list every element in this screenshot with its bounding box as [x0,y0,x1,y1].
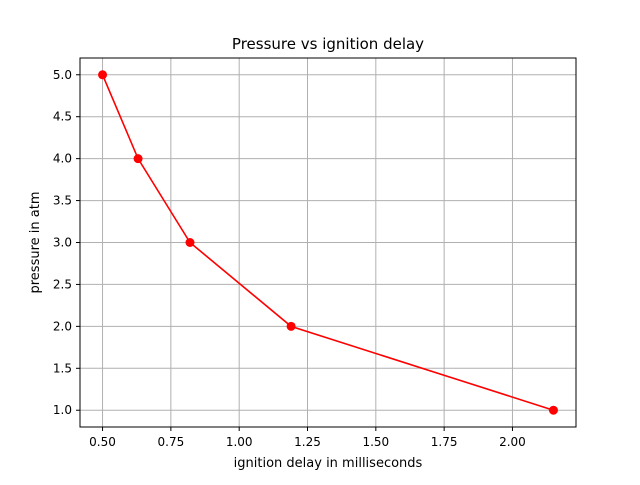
y-tick-label: 1.0 [53,403,72,417]
x-tick-label: 1.00 [226,435,253,449]
data-point [98,70,108,80]
grid [80,58,576,427]
y-tick-label: 4.5 [53,110,72,124]
data-point [185,238,195,247]
x-tick-label: 1.25 [294,435,321,449]
data-point [133,154,143,164]
data-point [286,321,296,331]
y-tick-label: 2.5 [53,277,72,291]
y-tick-label: 2.0 [53,319,72,333]
data-point [548,405,558,415]
x-tick-label: 1.50 [362,435,389,449]
chart-title: Pressure vs ignition delay [232,35,424,53]
series-layer [98,70,558,415]
y-tick-label: 5.0 [53,68,72,82]
y-tick-label: 4.0 [53,152,72,166]
x-tick-label: 2.00 [499,435,526,449]
y-axis-label: pressure in atm [28,192,43,294]
ticks: 0.50 0.75 1.00 1.25 1.50 1.75 2.00 1.0 1.5 2.0 2.5… [53,68,526,449]
y-tick-label: 1.5 [53,361,72,375]
x-tick-label: 0.50 [89,435,116,449]
x-tick-label: 0.75 [158,435,185,449]
y-tick-label: 3.5 [53,194,72,208]
x-axis-label: ignition delay in milliseconds [234,456,423,471]
y-tick-label: 3.0 [53,236,72,250]
x-tick-label: 1.75 [431,435,458,449]
